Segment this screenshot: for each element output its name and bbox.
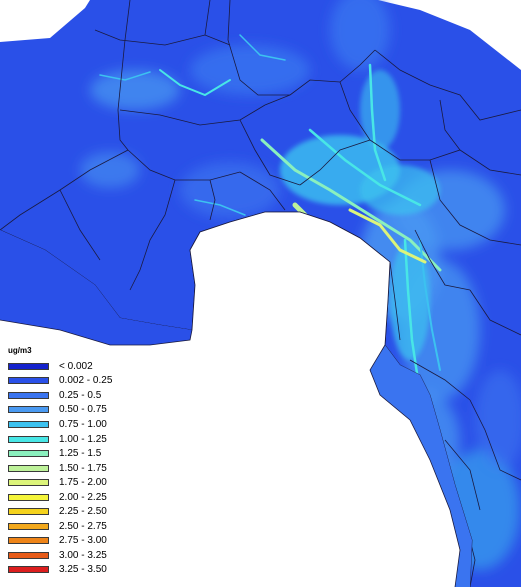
west-coast-land [0,230,192,345]
legend-swatch [8,362,49,370]
legend-label: < 0.002 [59,360,93,372]
legend-swatch [8,493,49,501]
legend-item: 0.75 - 1.00 [8,417,148,432]
legend-item: 1.00 - 1.25 [8,432,148,447]
road-corridors [99,34,444,462]
legend-swatch [8,464,49,472]
legend-swatch [8,566,49,574]
legend-item: 2.00 - 2.25 [8,490,148,505]
legend: ug/m3 < 0.002 0.002 - 0.25 0.25 - 0.5 0.50 … [8,346,148,577]
legend-swatch [8,479,49,487]
northeast-blank-area [378,0,521,70]
legend-item: 1.75 - 2.00 [8,475,148,490]
legend-label: 2.75 - 3.00 [59,535,107,547]
legend-swatch [8,537,49,545]
legend-item: 0.002 - 0.25 [8,374,148,389]
legend-label: 0.50 - 0.75 [59,404,107,416]
bay-sea [0,212,460,587]
legend-item: < 0.002 [8,359,148,374]
legend-label: 2.00 - 2.25 [59,491,107,503]
legend-label: 0.25 - 0.5 [59,389,102,401]
legend-item: 3.25 - 3.50 [8,563,148,578]
coastline-stroke [0,211,461,587]
legend-label: 2.50 - 2.75 [59,520,107,532]
legend-swatch [8,551,49,559]
legend-item: 2.75 - 3.00 [8,534,148,549]
northwest-blank-area [0,0,90,42]
legend-item: 3.00 - 3.25 [8,548,148,563]
legend-swatch [8,450,49,458]
legend-item: 0.50 - 0.75 [8,403,148,418]
legend-unit-label: ug/m3 [8,346,32,355]
legend-swatch [8,435,49,443]
legend-swatch [8,391,49,399]
legend-swatch [8,508,49,516]
legend-label: 1.50 - 1.75 [59,462,107,474]
legend-label: 1.25 - 1.5 [59,448,102,460]
legend-label: 1.00 - 1.25 [59,433,107,445]
legend-label: 3.25 - 3.50 [59,564,107,576]
legend-label: 0.002 - 0.25 [59,375,113,387]
legend-swatch [8,406,49,414]
legend-swatch [8,522,49,530]
legend-items: < 0.002 0.002 - 0.25 0.25 - 0.5 0.50 - 0.75… [8,359,148,577]
southeast-coast-land [370,345,472,587]
legend-item: 1.25 - 1.5 [8,446,148,461]
legend-item: 2.25 - 2.50 [8,504,148,519]
legend-item: 1.50 - 1.75 [8,461,148,476]
legend-label: 0.75 - 1.00 [59,418,107,430]
legend-swatch [8,420,49,428]
legend-label: 1.75 - 2.00 [59,477,107,489]
legend-label: 3.00 - 3.25 [59,549,107,561]
legend-swatch [8,377,49,385]
legend-item: 0.25 - 0.5 [8,388,148,403]
legend-item: 2.50 - 2.75 [8,519,148,534]
legend-label: 2.25 - 2.50 [59,506,107,518]
